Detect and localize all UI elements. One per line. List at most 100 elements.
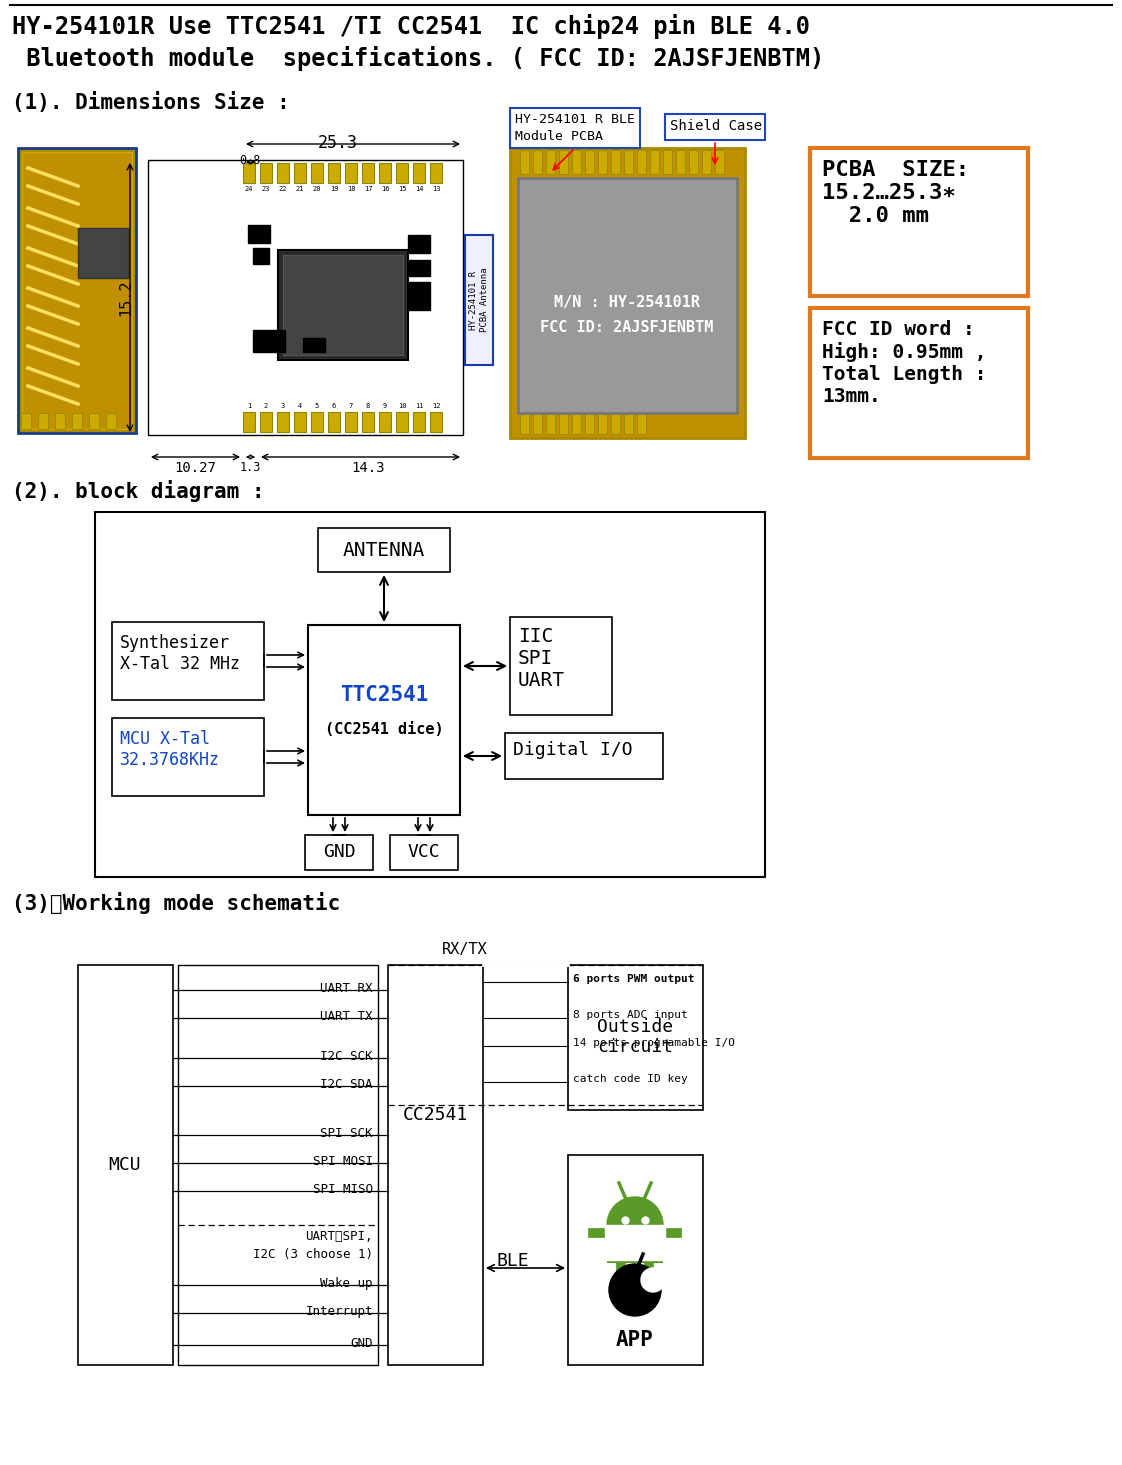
FancyBboxPatch shape — [388, 965, 482, 1365]
Text: Digital I/O: Digital I/O — [513, 741, 633, 759]
FancyBboxPatch shape — [309, 626, 460, 815]
Text: 1: 1 — [247, 403, 251, 409]
Circle shape — [641, 1269, 665, 1292]
FancyBboxPatch shape — [611, 149, 620, 174]
FancyBboxPatch shape — [408, 281, 430, 311]
Text: 19: 19 — [330, 186, 338, 192]
FancyBboxPatch shape — [572, 149, 581, 174]
FancyBboxPatch shape — [650, 149, 659, 174]
Text: 12: 12 — [432, 403, 440, 409]
Text: 14.3: 14.3 — [351, 461, 385, 475]
FancyBboxPatch shape — [79, 965, 173, 1365]
FancyBboxPatch shape — [252, 248, 269, 264]
Text: IIC
SPI
UART: IIC SPI UART — [518, 627, 565, 690]
Text: 21: 21 — [296, 186, 304, 192]
FancyBboxPatch shape — [568, 1154, 703, 1365]
Text: (CC2541 dice): (CC2541 dice) — [324, 722, 443, 737]
Text: CC2541: CC2541 — [403, 1106, 468, 1124]
Text: 9: 9 — [383, 403, 387, 409]
FancyBboxPatch shape — [702, 149, 711, 174]
Text: PCBA  SIZE:
15.2…25.3∗
  2.0 mm: PCBA SIZE: 15.2…25.3∗ 2.0 mm — [822, 160, 969, 227]
Text: TTC2541: TTC2541 — [340, 686, 429, 705]
FancyBboxPatch shape — [598, 412, 607, 434]
FancyBboxPatch shape — [624, 412, 633, 434]
FancyBboxPatch shape — [277, 412, 289, 432]
FancyBboxPatch shape — [519, 412, 528, 434]
Text: MCU X-Tal
32.3768KHz: MCU X-Tal 32.3768KHz — [120, 730, 220, 769]
FancyBboxPatch shape — [243, 412, 255, 432]
FancyBboxPatch shape — [379, 412, 390, 432]
FancyBboxPatch shape — [72, 413, 82, 429]
Text: 10.27: 10.27 — [174, 461, 215, 475]
Text: SPI MISO: SPI MISO — [313, 1184, 373, 1195]
FancyBboxPatch shape — [55, 413, 65, 429]
FancyBboxPatch shape — [278, 251, 408, 360]
Text: 11: 11 — [415, 403, 423, 409]
Text: Shield Case: Shield Case — [670, 119, 762, 133]
Text: GND: GND — [323, 842, 356, 861]
Text: UART RX: UART RX — [321, 982, 373, 995]
Text: Bluetooth module  specifications. ( FCC ID: 2AJSFJENBTM): Bluetooth module specifications. ( FCC I… — [12, 45, 825, 70]
Text: SPI SCK: SPI SCK — [321, 1127, 373, 1140]
FancyBboxPatch shape — [38, 413, 48, 429]
FancyBboxPatch shape — [328, 163, 340, 183]
Text: Module PCBA: Module PCBA — [515, 130, 603, 144]
FancyBboxPatch shape — [112, 718, 264, 795]
FancyBboxPatch shape — [598, 149, 607, 174]
FancyBboxPatch shape — [559, 412, 568, 434]
FancyBboxPatch shape — [311, 163, 323, 183]
FancyBboxPatch shape — [252, 330, 285, 352]
FancyBboxPatch shape — [390, 835, 458, 870]
Text: (3)、Working mode schematic: (3)、Working mode schematic — [12, 892, 340, 914]
Text: I2C SCK: I2C SCK — [321, 1050, 373, 1064]
FancyBboxPatch shape — [413, 163, 425, 183]
FancyBboxPatch shape — [22, 152, 132, 429]
FancyBboxPatch shape — [148, 160, 463, 435]
Circle shape — [607, 1197, 663, 1253]
FancyBboxPatch shape — [283, 255, 403, 355]
Text: Interrupt: Interrupt — [305, 1305, 373, 1318]
FancyBboxPatch shape — [362, 412, 374, 432]
FancyBboxPatch shape — [715, 149, 724, 174]
Text: 4: 4 — [297, 403, 302, 409]
Text: I2C (3 choose 1): I2C (3 choose 1) — [252, 1248, 373, 1261]
Text: 23: 23 — [261, 186, 270, 192]
FancyBboxPatch shape — [689, 149, 698, 174]
FancyBboxPatch shape — [511, 617, 611, 715]
Text: 18: 18 — [347, 186, 356, 192]
Text: 1.3: 1.3 — [239, 461, 260, 475]
Text: UART TX: UART TX — [321, 1009, 373, 1023]
FancyBboxPatch shape — [465, 234, 493, 365]
FancyBboxPatch shape — [637, 149, 646, 174]
FancyBboxPatch shape — [318, 527, 450, 571]
FancyBboxPatch shape — [408, 259, 430, 275]
Text: HY-254101R Use TTC2541 /TI CC2541  IC chip24 pin BLE 4.0: HY-254101R Use TTC2541 /TI CC2541 IC chi… — [12, 15, 810, 40]
FancyBboxPatch shape — [810, 308, 1028, 459]
Text: Outside
circuit: Outside circuit — [597, 1018, 673, 1056]
FancyBboxPatch shape — [430, 412, 442, 432]
FancyBboxPatch shape — [344, 412, 357, 432]
FancyBboxPatch shape — [546, 149, 555, 174]
FancyBboxPatch shape — [559, 149, 568, 174]
Text: 15.2: 15.2 — [119, 280, 134, 316]
FancyBboxPatch shape — [396, 163, 408, 183]
FancyBboxPatch shape — [511, 148, 745, 438]
FancyBboxPatch shape — [518, 179, 737, 413]
Text: 6: 6 — [332, 403, 337, 409]
Text: BLE: BLE — [497, 1253, 530, 1270]
FancyBboxPatch shape — [396, 412, 408, 432]
FancyBboxPatch shape — [511, 108, 640, 148]
FancyBboxPatch shape — [178, 965, 378, 1365]
Text: 6 ports PWM output: 6 ports PWM output — [573, 974, 695, 984]
Text: 22: 22 — [278, 186, 287, 192]
Text: MCU: MCU — [109, 1156, 141, 1173]
Text: VCC: VCC — [407, 842, 440, 861]
FancyBboxPatch shape — [18, 148, 136, 434]
FancyBboxPatch shape — [665, 114, 765, 141]
Text: 14 ports programable I/O: 14 ports programable I/O — [573, 1039, 735, 1047]
FancyBboxPatch shape — [585, 149, 594, 174]
FancyBboxPatch shape — [311, 412, 323, 432]
FancyBboxPatch shape — [611, 412, 620, 434]
FancyBboxPatch shape — [95, 511, 765, 878]
Text: FCC ID word :
High: 0.95mm ,
Total Length :
13mm.: FCC ID word : High: 0.95mm , Total Lengt… — [822, 319, 986, 406]
